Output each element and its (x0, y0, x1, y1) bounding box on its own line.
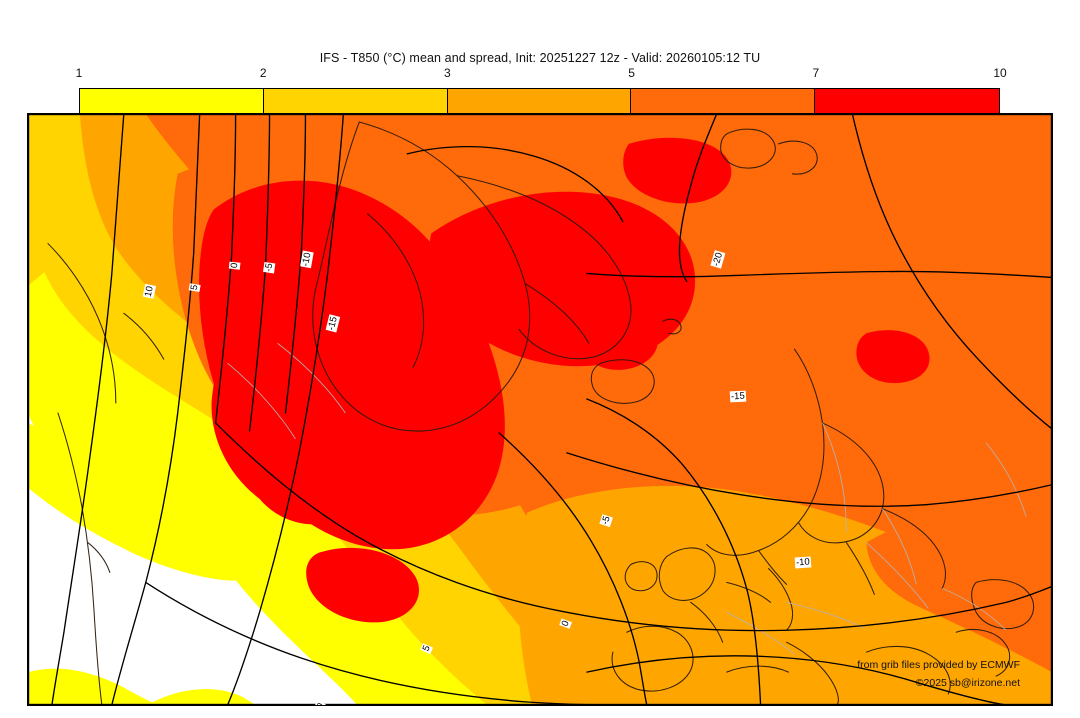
spread-band-7-10 (856, 330, 930, 384)
colorbar-segment-1 (80, 89, 264, 113)
spread-band-7-10 (306, 547, 419, 623)
colorbar: 1 2 3 5 7 10 (76, 66, 1007, 114)
spread-band-5-7 (866, 511, 1052, 673)
colorbar-segment-5 (815, 89, 999, 113)
spread-band-1-2 (28, 668, 160, 705)
colorbar-tick: 3 (444, 66, 451, 80)
colorbar-strip (79, 88, 1000, 114)
colorbar-tick: 2 (259, 66, 267, 80)
map-panel[interactable]: 10 5 0 -5 -10 -15 -20 -15 -10 -5 0 5 10 … (27, 113, 1053, 706)
map-canvas (28, 114, 1052, 705)
contour-label: -5 (263, 261, 276, 274)
colorbar-segment-4 (631, 89, 816, 113)
colorbar-ticks: 1 2 3 5 7 10 (75, 66, 1007, 86)
contour-label: 0 (228, 261, 241, 270)
political-borders (227, 342, 1027, 655)
spread-band-7-10 (243, 407, 367, 525)
colorbar-segment-2 (263, 89, 448, 113)
spread-band-1-2 (28, 422, 243, 581)
page-title: IFS - T850 (°C) mean and spread, Init: 2… (319, 51, 761, 65)
colorbar-tick: 5 (628, 66, 635, 80)
contour-label: -15 (729, 390, 747, 403)
colorbar-segment-3 (447, 89, 632, 113)
contour-lines (51, 114, 1052, 705)
colorbar-tick: 7 (812, 66, 820, 80)
colorbar-tick: 10 (993, 66, 1007, 80)
spread-band-7-10 (578, 308, 659, 370)
colorbar-tick: 1 (75, 66, 83, 80)
contour-label: -10 (794, 556, 812, 569)
spread-band-7-10 (623, 137, 732, 204)
coastlines (47, 121, 1035, 705)
data-source-credit: from grib files provided by ECMWF (857, 659, 1020, 671)
copyright-credit: ©2025 sb@irizone.net (915, 677, 1020, 689)
spread-band-5-7 (926, 397, 1052, 505)
